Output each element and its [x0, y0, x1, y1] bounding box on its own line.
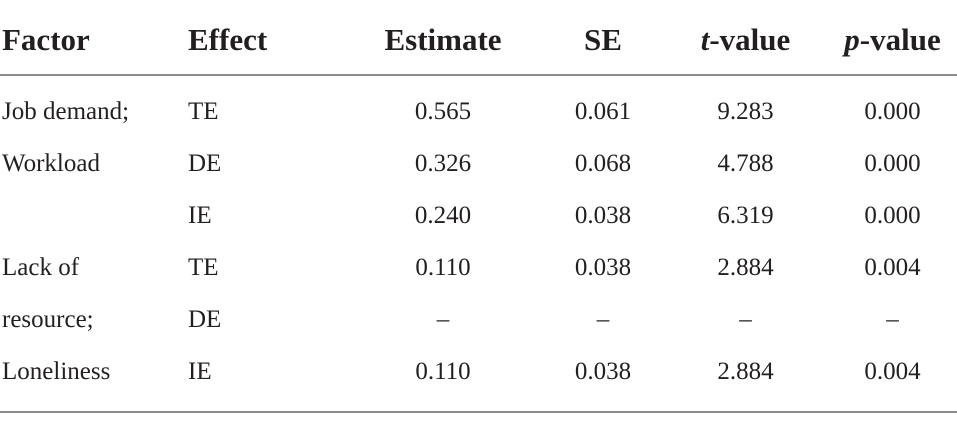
cell-se: 0.038: [574, 358, 632, 385]
table-row: IE 0.240 0.038 6.319 0.000: [0, 190, 957, 242]
header-p-suffix: -value: [859, 22, 941, 57]
table-row: Loneliness IE 0.110 0.038 2.884 0.004: [0, 346, 957, 398]
cell-p-value: 0.004: [864, 254, 921, 281]
cell-se: 0.038: [574, 254, 632, 281]
cell-estimate: 0.110: [415, 254, 471, 281]
effects-table: Factor Effect Estimate SE t-value p-valu…: [0, 14, 957, 398]
header-t-suffix: -value: [709, 22, 791, 57]
cell-estimate: –: [436, 306, 450, 333]
header-factor: Factor: [2, 22, 90, 57]
cell-effect: TE: [188, 98, 219, 125]
cell-estimate: 0.326: [414, 150, 472, 177]
cell-t-value: 9.283: [717, 98, 774, 125]
cell-effect: DE: [188, 306, 222, 333]
cell-estimate: 0.565: [414, 98, 472, 125]
cell-effect: DE: [188, 150, 222, 177]
cell-factor: Lack of: [2, 254, 80, 281]
cell-estimate: 0.110: [415, 358, 471, 385]
table-row: resource; DE – – – –: [0, 294, 957, 346]
cell-se: 0.061: [574, 98, 632, 125]
header-p-symbol: p: [844, 22, 860, 57]
cell-se: 0.068: [574, 150, 632, 177]
cell-p-value: 0.000: [864, 98, 921, 125]
table-row: Workload DE 0.326 0.068 4.788 0.000: [0, 138, 957, 190]
cell-effect: TE: [188, 254, 219, 281]
cell-p-value: 0.000: [864, 202, 921, 229]
cell-t-value: 6.319: [717, 202, 774, 229]
cell-factor: Loneliness: [2, 358, 111, 385]
cell-factor: Job demand;: [2, 98, 130, 125]
cell-factor: resource;: [2, 306, 94, 333]
header-t-value: t-value: [663, 14, 828, 75]
cell-t-value: 2.884: [717, 358, 774, 385]
cell-effect: IE: [188, 202, 212, 229]
header-row: Factor Effect Estimate SE t-value p-valu…: [0, 14, 957, 75]
header-se: SE: [584, 22, 622, 57]
table-row: Lack of TE 0.110 0.038 2.884 0.004: [0, 242, 957, 294]
header-estimate: Estimate: [384, 22, 502, 57]
cell-effect: IE: [188, 358, 212, 385]
table-row: Job demand; TE 0.565 0.061 9.283 0.000: [0, 75, 957, 138]
cell-p-value: –: [886, 306, 899, 333]
cell-se: –: [596, 306, 610, 333]
table-header: Factor Effect Estimate SE t-value p-valu…: [0, 14, 957, 75]
table-bottom-rule: [0, 411, 957, 413]
cell-t-value: 2.884: [717, 254, 774, 281]
cell-p-value: 0.004: [864, 358, 921, 385]
cell-factor: [0, 190, 188, 242]
cell-p-value: 0.000: [864, 150, 921, 177]
cell-estimate: 0.240: [414, 202, 472, 229]
cell-t-value: 4.788: [717, 150, 774, 177]
cell-t-value: –: [739, 306, 752, 333]
cell-factor: Workload: [2, 150, 100, 177]
cell-se: 0.038: [574, 202, 632, 229]
header-p-value: p-value: [828, 14, 957, 75]
table-body: Job demand; TE 0.565 0.061 9.283 0.000 W…: [0, 75, 957, 398]
header-t-symbol: t: [700, 22, 710, 57]
header-effect: Effect: [188, 22, 268, 57]
